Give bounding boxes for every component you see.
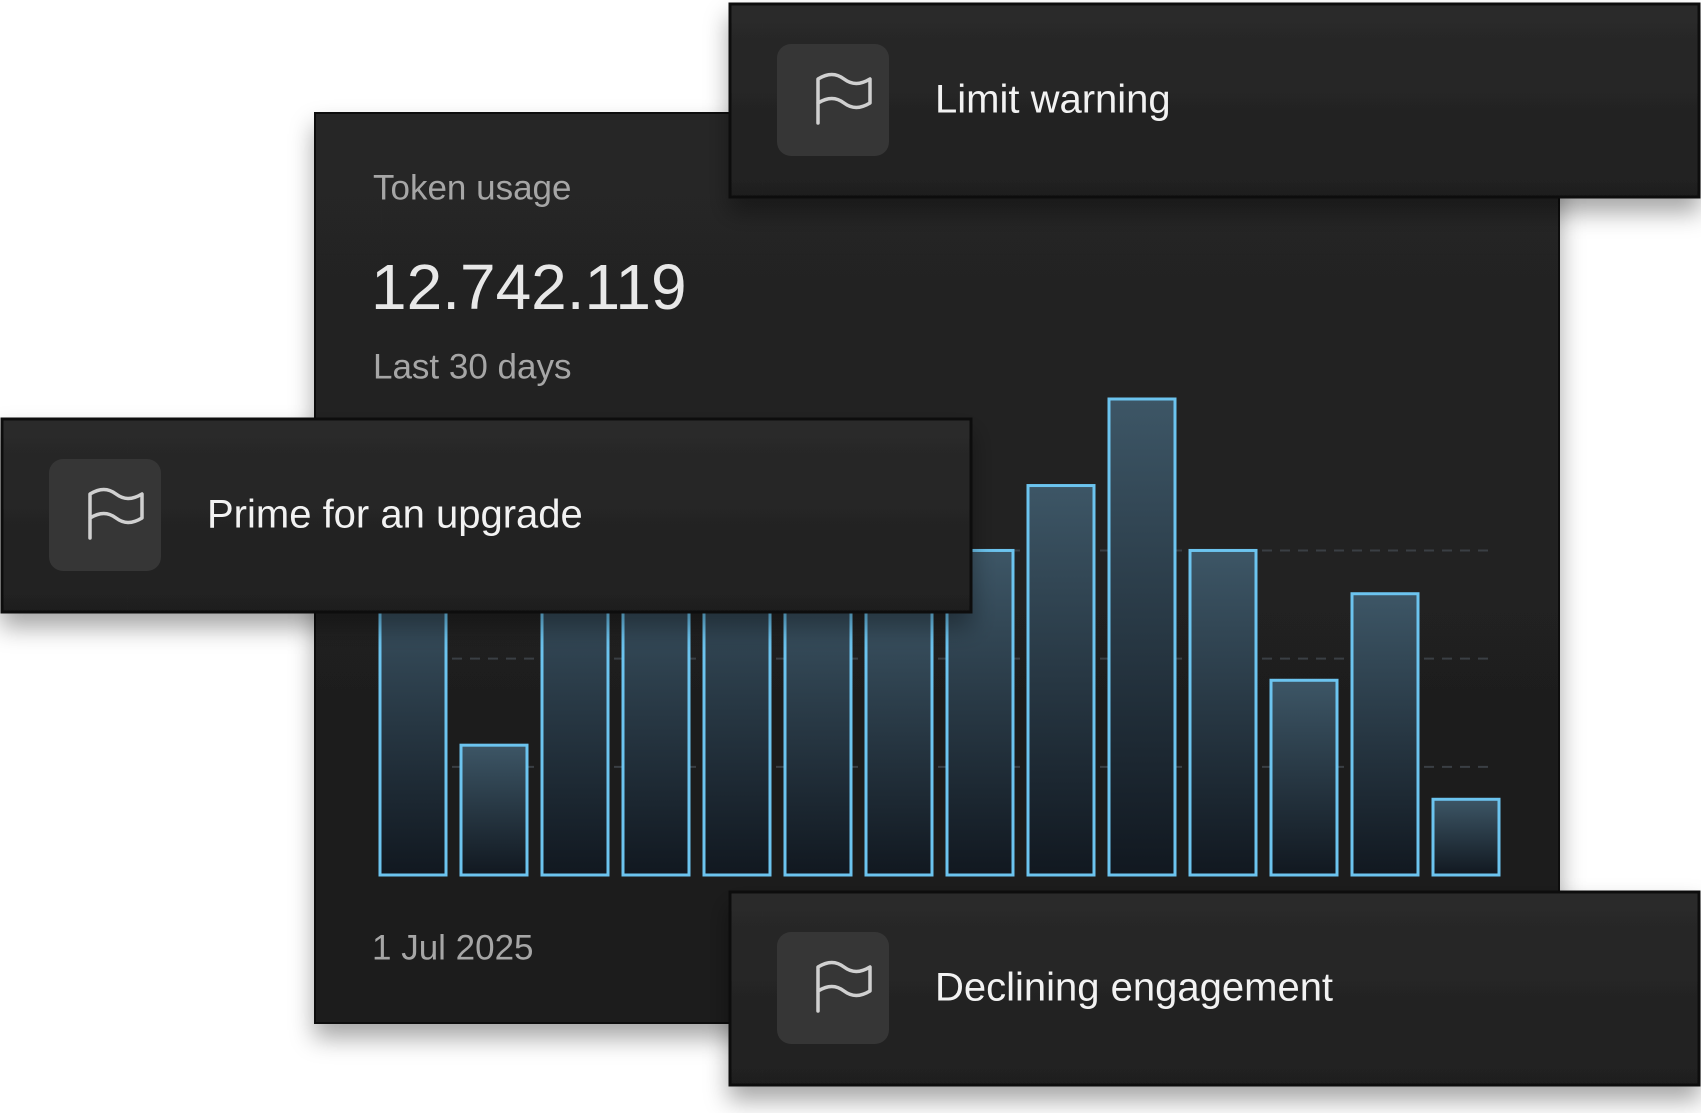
bar (1350, 592, 1420, 877)
bar (783, 581, 853, 877)
bar (1431, 797, 1501, 877)
alert-label: Prime for an upgrade (207, 493, 583, 537)
card-period: Last 30 days (373, 347, 571, 386)
alert-background (728, 2, 1701, 199)
bar (378, 570, 448, 877)
card-value: 12.742.119 (371, 251, 687, 323)
alert-label: Declining engagement (935, 966, 1333, 1010)
bar (459, 743, 529, 877)
flag-icon (816, 960, 872, 1013)
bar (621, 559, 691, 877)
bar (864, 592, 934, 877)
alert-label: Limit warning (935, 78, 1171, 122)
alert-card: Declining engagement (728, 890, 1701, 1087)
flag-icon (88, 487, 144, 540)
bar (1269, 678, 1339, 877)
alert-background (0, 417, 973, 614)
card-title: Token usage (373, 168, 571, 207)
bar (1026, 484, 1096, 877)
bar (1107, 397, 1177, 877)
bar (945, 548, 1015, 877)
alert-card: Prime for an upgrade (0, 417, 973, 614)
card-date: 1 Jul 2025 (372, 928, 534, 967)
alerts: Limit warning Prime for an upgrade Declini… (0, 2, 1701, 1087)
alert-card: Limit warning (728, 2, 1701, 199)
bar (1188, 548, 1258, 877)
alert-background (728, 890, 1701, 1087)
flag-icon (816, 72, 872, 125)
